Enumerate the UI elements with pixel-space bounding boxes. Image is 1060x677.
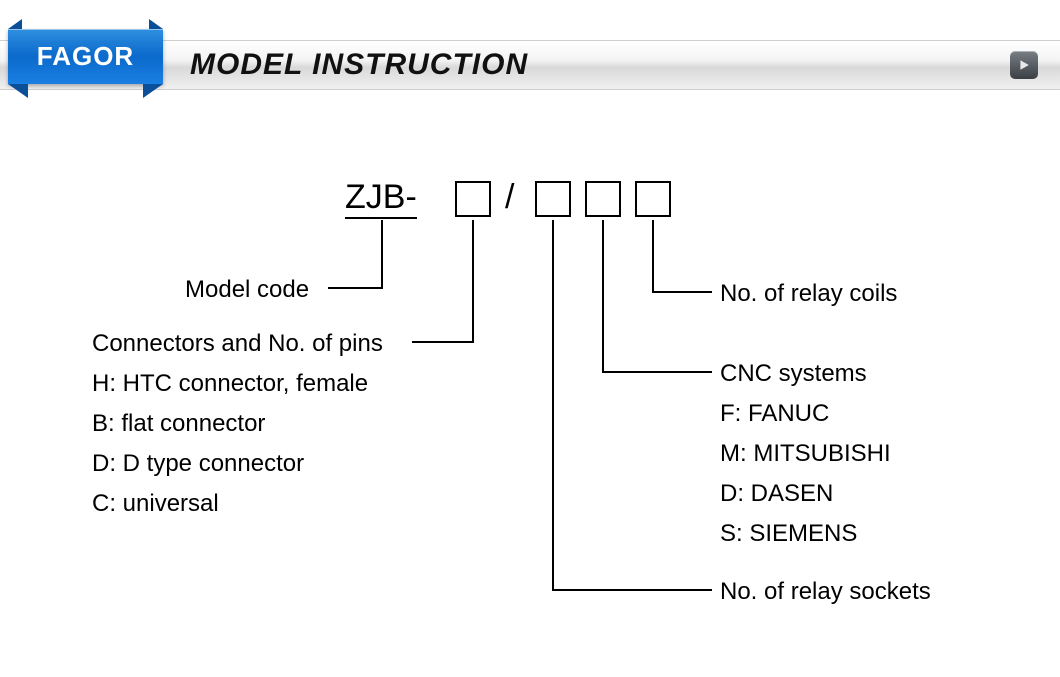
brand-text: FAGOR — [37, 41, 134, 72]
label-relay-coils: No. of relay coils — [720, 280, 897, 308]
play-icon — [1018, 59, 1030, 71]
label-conn-B: B: flat connector — [92, 410, 265, 438]
header-bar: FAGOR MODEL INSTRUCTION — [0, 40, 1060, 90]
brand-badge: FAGOR — [8, 29, 163, 84]
code-box-3 — [585, 181, 621, 217]
label-cnc-D: D: DASEN — [720, 480, 833, 508]
label-connectors: Connectors and No. of pins — [92, 330, 383, 358]
code-prefix: ZJB- — [345, 178, 417, 219]
label-conn-H: H: HTC connector, female — [92, 370, 368, 398]
label-cnc-S: S: SIEMENS — [720, 520, 857, 548]
model-code-diagram: ZJB- / Model code Connectors and No. of … — [0, 130, 1060, 677]
label-conn-C: C: universal — [92, 490, 219, 518]
label-model-code: Model code — [185, 276, 309, 304]
code-box-1 — [455, 181, 491, 217]
code-slash: / — [505, 178, 514, 217]
play-button[interactable] — [1010, 51, 1038, 79]
label-relay-sockets: No. of relay sockets — [720, 578, 931, 606]
page-title: MODEL INSTRUCTION — [190, 48, 528, 82]
code-box-4 — [635, 181, 671, 217]
code-box-2 — [535, 181, 571, 217]
label-conn-D: D: D type connector — [92, 450, 304, 478]
label-cnc: CNC systems — [720, 360, 867, 388]
label-cnc-F: F: FANUC — [720, 400, 829, 428]
label-cnc-M: M: MITSUBISHI — [720, 440, 891, 468]
